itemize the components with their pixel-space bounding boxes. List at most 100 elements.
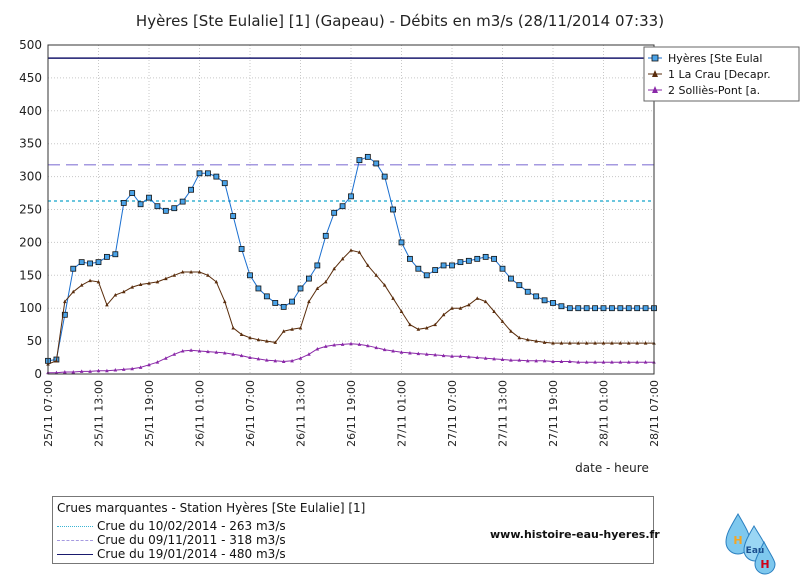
data-point [95,259,102,266]
data-point [315,346,320,351]
data-point [297,285,304,292]
x-tick-label: 26/11 13:00 [295,380,308,447]
data-point [499,265,506,272]
data-point [450,306,454,310]
data-point [273,340,278,344]
data-point [381,173,388,180]
data-point [357,342,362,346]
data-point [189,348,193,352]
crue-row-label: Crue du 19/01/2014 - 480 m3/s [97,547,286,561]
data-point [475,355,480,360]
data-point [155,279,160,284]
data-point [382,283,387,287]
data-point [382,347,387,352]
data-point [517,335,522,340]
data-point [214,350,219,354]
x-tick-label: 25/11 07:00 [42,380,55,447]
data-point [500,357,505,362]
data-point [214,279,219,284]
data-point [281,359,286,363]
data-point [54,358,59,363]
data-point [408,322,412,327]
data-point [273,358,278,363]
data-point [534,358,538,363]
x-axis-label: date - heure [575,461,649,475]
y-tick-label: 500 [19,38,42,52]
data-point [399,309,404,313]
data-point [265,358,269,362]
data-point [290,358,294,363]
x-tick-label: 26/11 19:00 [345,380,358,447]
y-tick-label: 0 [34,367,42,381]
data-point [238,246,245,252]
x-tick-label: 25/11 19:00 [143,380,156,447]
data-point [550,300,556,306]
data-point [265,339,269,343]
data-point [516,282,523,289]
data-point [315,286,320,290]
data-point [197,270,202,274]
data-point [517,358,522,362]
data-point [323,344,328,348]
svg-text:Eau: Eau [746,546,765,556]
x-tick-label: 27/11 19:00 [547,380,560,447]
data-point [617,305,624,312]
data-point [189,270,193,274]
data-point [610,360,614,364]
data-point [113,368,118,372]
data-point [298,325,303,330]
data-point [281,329,286,333]
data-point [239,332,244,337]
data-point [256,356,261,361]
data-point [272,300,279,306]
data-point [441,353,446,358]
y-tick-label: 50 [27,334,42,348]
data-point [541,297,548,304]
svg-text:H: H [760,558,769,571]
data-point [78,259,85,266]
data-point [349,248,353,252]
data-point [79,369,84,373]
data-point [465,257,472,264]
data-point [584,360,589,364]
data-point [509,329,513,333]
crue-row: Crue du 09/11/2011 - 318 m3/s [57,533,286,547]
data-point [129,190,136,196]
data-point [138,282,143,287]
y-tick-label: 150 [19,268,42,282]
data-point [323,279,328,284]
data-point [130,366,134,371]
y-tick-label: 300 [19,170,42,184]
data-point [559,341,564,345]
data-point [509,358,513,362]
legend-swatch-icon [652,86,658,93]
data-point [551,341,555,345]
data-point [433,322,437,327]
data-point [457,259,464,266]
data-point [239,353,244,358]
data-point [416,327,421,331]
data-point [231,325,235,330]
data-point [180,270,185,274]
data-point [172,352,177,356]
data-point [366,263,370,267]
data-point [298,356,303,360]
x-tick-label: 27/11 13:00 [497,380,510,447]
crues-title: Crues marquantes - Station Hyères [Ste E… [57,501,366,515]
data-point [256,337,261,342]
data-point [558,303,565,310]
data-point [533,293,540,300]
crue-line-solid-icon [57,553,93,555]
data-point [566,305,573,312]
data-point [635,341,639,345]
data-point [339,203,346,210]
data-point [63,370,67,374]
data-point [408,350,412,355]
data-point [450,354,454,358]
data-point [356,157,363,164]
data-point [475,296,480,300]
data-point [248,355,252,360]
data-point [576,341,581,345]
data-point [626,360,631,364]
site-url[interactable]: www.histoire-eau-hyeres.fr [490,528,660,541]
